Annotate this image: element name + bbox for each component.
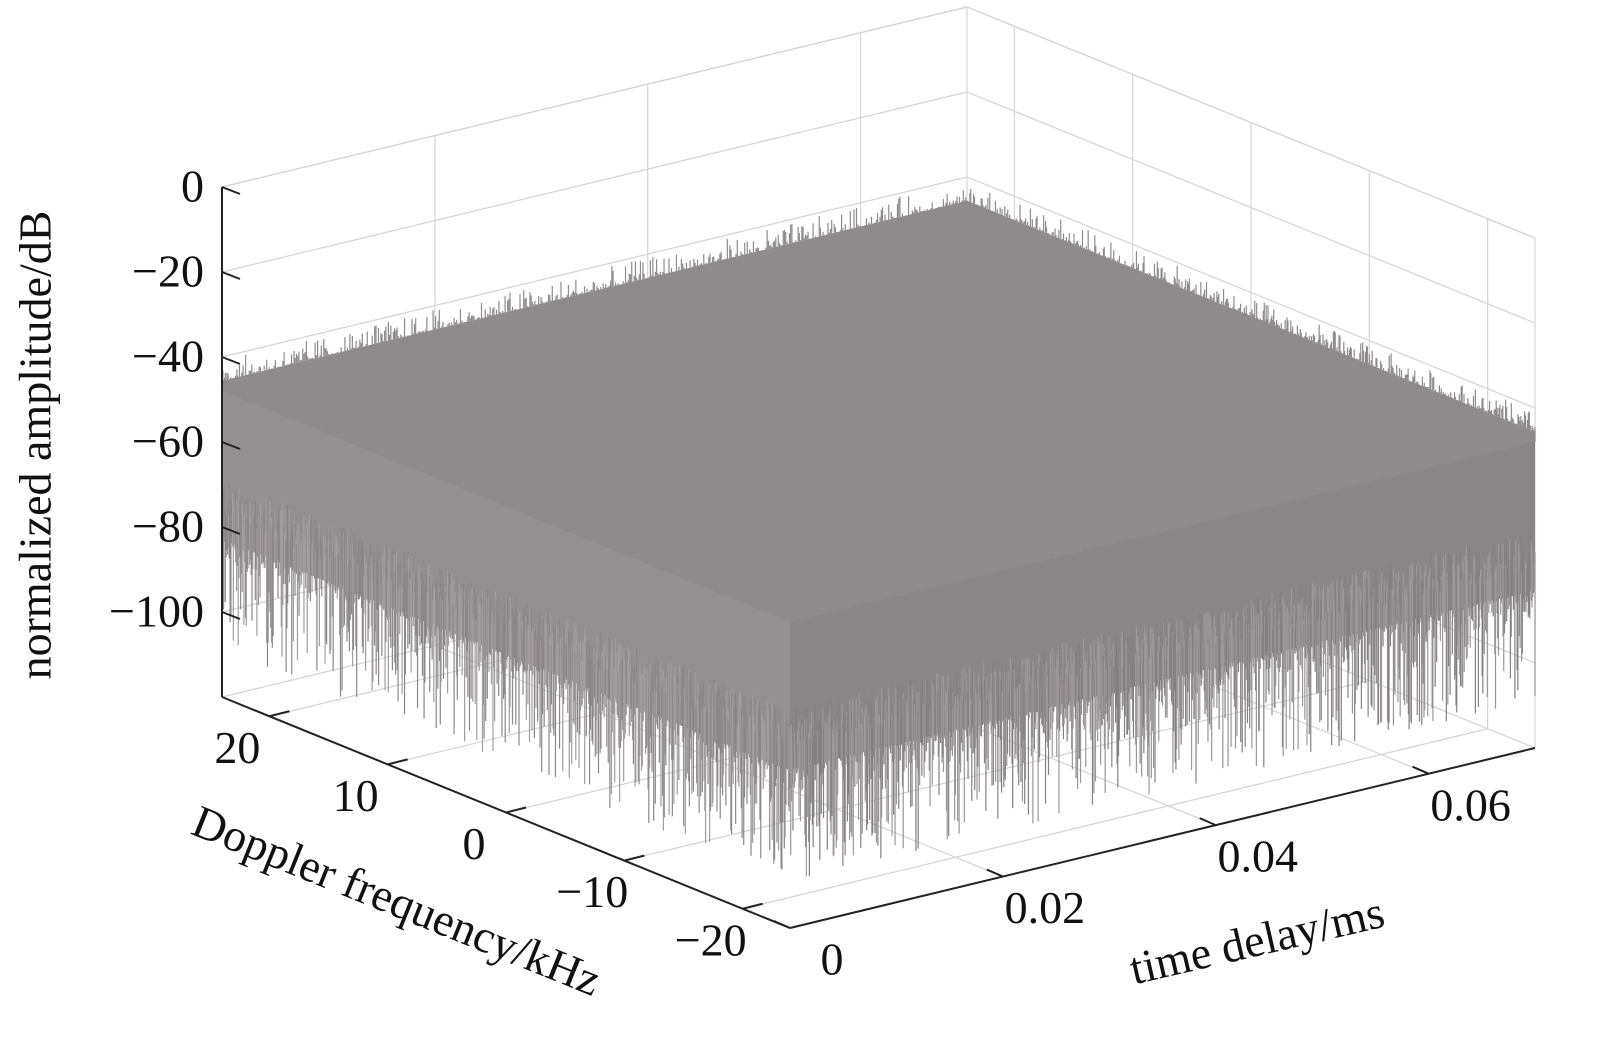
y-axis-label: Doppler frequency/kHz [185, 795, 608, 1005]
z-tick-label: −60 [132, 416, 204, 467]
x-tick-label: 0.04 [1217, 831, 1298, 882]
x-tick-label: 0.06 [1430, 779, 1511, 830]
z-tick-label: 0 [181, 161, 204, 212]
tick-mark [624, 854, 645, 862]
tick-mark [773, 920, 791, 929]
surface-side [222, 380, 790, 750]
y-tick-label: 10 [333, 770, 379, 821]
tick-mark [505, 806, 527, 814]
tick-mark [1412, 765, 1429, 775]
tick-mark [221, 526, 241, 535]
z-axis-label: normalized amplitude/dB [10, 211, 61, 680]
y-tick-label: −20 [675, 914, 747, 965]
tick-mark [221, 441, 241, 450]
z-tick-label: −80 [132, 501, 204, 552]
z-tick-label: −100 [109, 586, 204, 637]
grid-line [221, 6, 968, 188]
grid-line [221, 91, 968, 273]
z-tick-label: −20 [132, 246, 204, 297]
tick-mark [387, 758, 408, 766]
tick-mark [742, 902, 763, 910]
tick-mark [221, 611, 241, 620]
y-tick-label: −10 [556, 866, 628, 917]
tick-mark [221, 186, 241, 195]
tick-mark [1199, 817, 1217, 827]
surface-side [790, 431, 1535, 750]
x-tick-label: 0 [821, 934, 844, 985]
y-tick-label: 0 [463, 818, 486, 869]
x-axis [789, 747, 1536, 929]
grid-line [742, 728, 1488, 910]
x-axis-label: time delay/ms [1125, 886, 1389, 994]
tick-mark [221, 271, 241, 280]
axes: −100−80−60−40−200−20−100102000.020.040.0… [109, 161, 1536, 985]
y-tick-label: 20 [214, 722, 260, 773]
grid-line [221, 176, 968, 358]
tick-mark [269, 710, 290, 718]
tick-mark [986, 868, 1004, 878]
tick-mark [221, 356, 241, 365]
surface [221, 189, 1536, 877]
x-tick-label: 0.02 [1005, 882, 1086, 933]
z-tick-label: −40 [132, 331, 204, 382]
